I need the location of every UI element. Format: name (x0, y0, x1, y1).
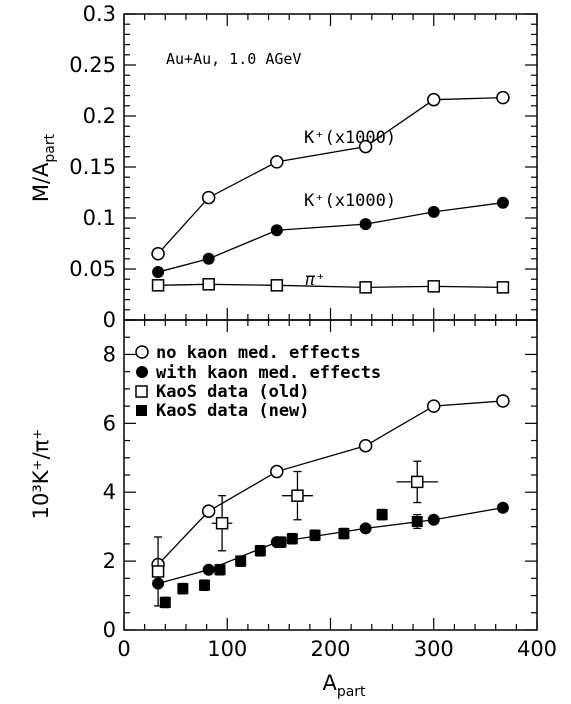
top-series-0-point (151, 246, 165, 261)
top-series-1-line (157, 202, 504, 273)
bottom-series-3-point (376, 509, 388, 521)
bottom-series-3-point (275, 536, 287, 548)
top-series-0-line (157, 96, 503, 255)
bottom-series-3-point (214, 564, 226, 576)
top-series-2-point (270, 279, 284, 292)
top-annotation: Au+Au, 1.0 AGeV (166, 50, 301, 68)
top-series-1-point (270, 224, 283, 237)
xtick-label: 300 (414, 637, 454, 661)
bottom-series-1-point (202, 563, 215, 576)
top-series-2-line (158, 283, 503, 289)
bottom-series-0-point (358, 438, 373, 453)
legend-marker-open-square (135, 385, 148, 398)
top-series-1-point (427, 205, 440, 218)
bottom-series-3-point (235, 555, 247, 567)
bottom-series-3-point (177, 583, 189, 595)
bottom-series-3-point (411, 516, 423, 527)
xtick-label: 200 (310, 637, 350, 661)
top-series-0-point (270, 155, 284, 169)
legend: no kaon med. effects with kaon med. effe… (135, 343, 381, 421)
xtick-label: 100 (207, 637, 247, 661)
top-series-0-point (201, 190, 216, 205)
bottom-series-3-point (159, 596, 171, 608)
top-series-1-point (202, 252, 215, 265)
top-series-1-point (152, 266, 165, 279)
top-series-2-point (202, 278, 215, 291)
bottom-series-0-point (427, 399, 441, 413)
legend-label-2: KaoS data (old) (156, 382, 310, 402)
top-series-0-point (358, 139, 373, 154)
legend-marker-open-circle (135, 345, 149, 359)
bottom-panel: 0 100 200 300 400 0 2 4 6 8 (103, 319, 557, 661)
top-series-0-point (427, 92, 441, 107)
top-ytick-label: 0.25 (69, 53, 116, 77)
bottom-ytick-label: 0 (103, 618, 116, 642)
top-ylabel: M/Apart (29, 133, 58, 202)
top-panel: 0 0.05 0.1 0.15 0.2 0.25 0.3 (69, 2, 538, 332)
bottom-series-1-line (157, 507, 504, 585)
top-series-2-point (359, 281, 372, 294)
series-label-piplus: π⁺ (305, 270, 325, 290)
top-ytick-label: 0.1 (83, 206, 116, 230)
bottom-ytick-label: 8 (103, 342, 116, 366)
bottom-series-3-point (199, 579, 211, 591)
xlabel: Apart (322, 671, 366, 700)
legend-marker-filled-square (136, 405, 147, 416)
series-label-kplus-open: K⁺(x1000) (304, 128, 396, 148)
top-series-0-point (496, 90, 510, 105)
top-series-1-point (496, 196, 509, 209)
bottom-series-3-point (338, 528, 350, 540)
series-label-kplus-filled: K⁺(x1000) (304, 191, 396, 211)
legend-label-0: no kaon med. effects (156, 343, 361, 363)
bottom-series-0-line (157, 400, 503, 566)
bottom-series-2-point (151, 565, 165, 578)
top-ytick-label: 0.2 (83, 104, 116, 128)
bottom-series-0-point (201, 504, 216, 518)
bottom-ylabel: 10³K⁺/π⁺ (29, 429, 53, 520)
bottom-series-0-point (496, 394, 510, 408)
bottom-series-2-point (291, 489, 304, 502)
bottom-series-3-point (309, 529, 321, 541)
top-ytick-label: 0.15 (69, 155, 116, 179)
top-series-1-point (359, 218, 372, 231)
bottom-series-1-point (359, 522, 372, 535)
legend-label-3: KaoS data (new) (156, 401, 310, 421)
bottom-ytick-label: 2 (103, 549, 116, 573)
top-series-2-point (427, 280, 440, 293)
top-series-2-point (496, 281, 510, 294)
bottom-series-0-point (270, 464, 284, 479)
bottom-series-1-point (427, 513, 440, 526)
xtick-label: 0 (117, 637, 130, 661)
bottom-series-3-point (286, 533, 298, 545)
legend-label-1: with kaon med. effects (156, 363, 381, 383)
bottom-ytick-label: 4 (103, 480, 116, 504)
top-ytick-label: 0.05 (69, 257, 116, 281)
bottom-series-3-point (254, 545, 266, 557)
bottom-series-2-point (410, 475, 424, 489)
bottom-series-2-point (215, 516, 229, 530)
top-ytick-label: 0.3 (83, 2, 116, 26)
legend-marker-filled-circle (136, 366, 148, 378)
xtick-label: 400 (517, 637, 557, 661)
top-ytick-label: 0 (103, 308, 116, 332)
bottom-series-1-point (496, 501, 509, 514)
bottom-ytick-label: 6 (103, 411, 116, 435)
top-series-2-point (151, 279, 165, 292)
